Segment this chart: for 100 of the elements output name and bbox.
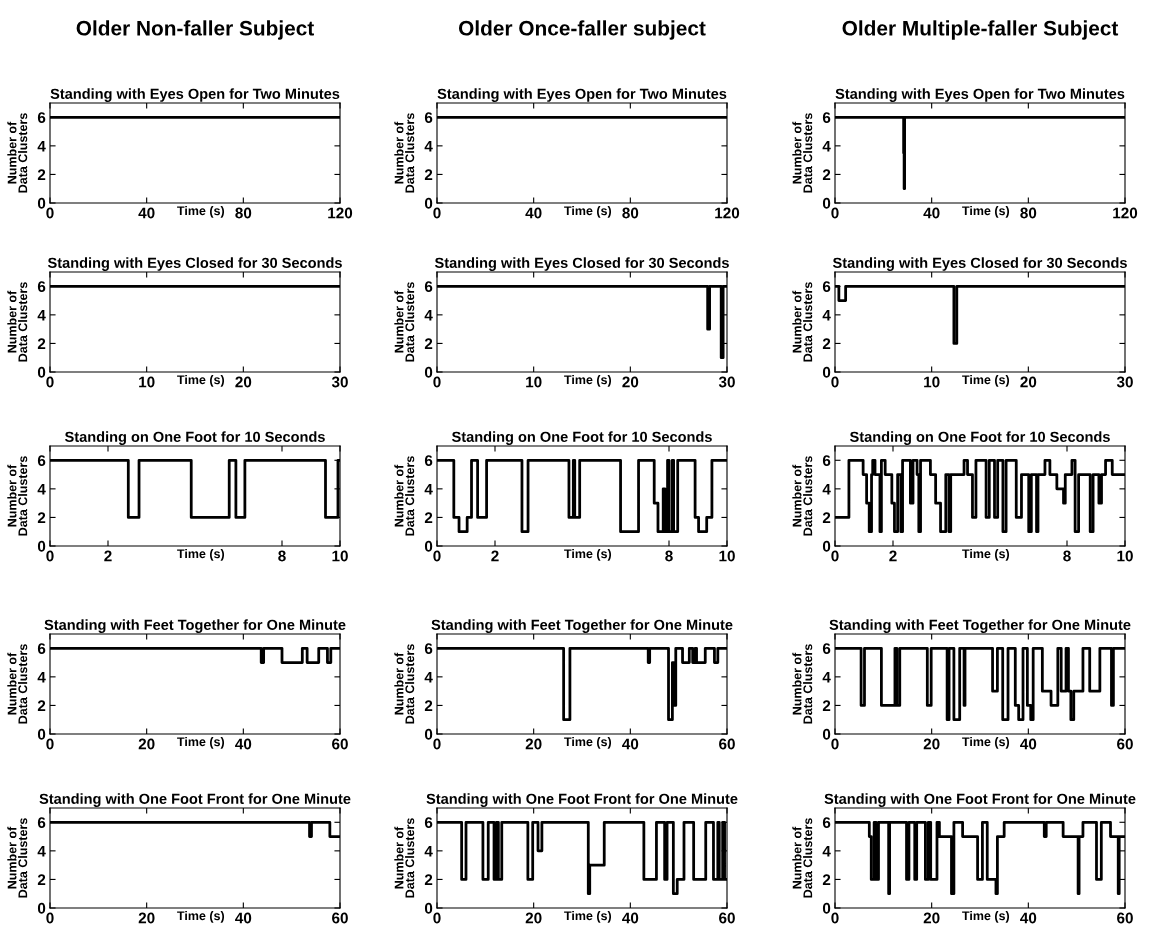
x-tick-label: 60 bbox=[719, 738, 735, 750]
y-tick-label: 0 bbox=[424, 728, 433, 740]
chart-title: Standing with Feet Together for One Minute bbox=[829, 619, 1131, 633]
x-tick-label: 10 bbox=[139, 376, 155, 388]
x-tick-label: 120 bbox=[715, 207, 740, 219]
x-tick-label: 60 bbox=[332, 738, 348, 750]
x-tick-label: 40 bbox=[1020, 912, 1037, 924]
y-tick-label: 4 bbox=[424, 483, 433, 495]
x-tick-label: 80 bbox=[622, 207, 639, 219]
x-tick-label: 20 bbox=[923, 912, 940, 924]
y-tick-label: 6 bbox=[822, 643, 831, 654]
y-tick-label: 2 bbox=[424, 512, 433, 523]
x-tick-label: 80 bbox=[1020, 207, 1037, 219]
x-tick-label: 2 bbox=[491, 550, 499, 562]
y-tick-label: 6 bbox=[424, 643, 433, 654]
y-tick-label: 4 bbox=[822, 140, 831, 152]
y-tick-label: 4 bbox=[822, 671, 831, 683]
x-tick-label: 10 bbox=[719, 550, 735, 562]
y-axis-title: Number of Data Clusters bbox=[394, 456, 415, 536]
chart-title: Standing on One Foot for 10 Seconds bbox=[64, 431, 325, 445]
x-axis-title: Time (s) bbox=[177, 911, 225, 923]
x-tick-label: 2 bbox=[104, 550, 112, 562]
x-tick-label: 40 bbox=[1020, 738, 1037, 750]
x-axis-title: Time (s) bbox=[564, 206, 612, 218]
y-axis-title: Number of Data Clusters bbox=[792, 818, 813, 898]
x-tick-label: 0 bbox=[46, 550, 54, 562]
y-tick-label: 6 bbox=[37, 281, 46, 292]
y-tick-label: 6 bbox=[424, 281, 433, 292]
x-tick-label: 20 bbox=[923, 738, 940, 750]
x-axis-title: Time (s) bbox=[962, 549, 1010, 561]
y-tick-label: 6 bbox=[822, 455, 831, 466]
x-tick-label: 60 bbox=[1117, 912, 1133, 924]
y-axis-title: Number of Data Clusters bbox=[7, 282, 28, 362]
y-tick-label: 4 bbox=[37, 140, 46, 152]
chart-title: Standing on One Foot for 10 Seconds bbox=[451, 431, 712, 445]
x-tick-label: 20 bbox=[138, 912, 155, 924]
y-tick-label: 6 bbox=[822, 817, 831, 828]
y-tick-label: 6 bbox=[424, 112, 433, 123]
x-tick-label: 80 bbox=[235, 207, 252, 219]
y-tick-label: 0 bbox=[37, 197, 46, 209]
x-tick-label: 0 bbox=[831, 376, 839, 388]
x-axis-title: Time (s) bbox=[564, 911, 612, 923]
x-tick-label: 0 bbox=[831, 912, 839, 924]
y-tick-label: 6 bbox=[822, 112, 831, 123]
y-axis-title: Number of Data Clusters bbox=[792, 456, 813, 536]
x-axis-title: Time (s) bbox=[962, 206, 1010, 218]
x-tick-label: 40 bbox=[622, 912, 639, 924]
chart-title: Standing with One Foot Front for One Minute bbox=[426, 793, 738, 807]
x-axis-title: Time (s) bbox=[962, 911, 1010, 923]
y-tick-label: 4 bbox=[822, 845, 831, 857]
y-tick-label: 0 bbox=[822, 197, 831, 209]
y-tick-label: 0 bbox=[37, 728, 46, 740]
y-axis-title: Number of Data Clusters bbox=[792, 113, 813, 193]
y-tick-label: 2 bbox=[424, 874, 433, 885]
x-tick-label: 20 bbox=[622, 376, 639, 388]
y-tick-label: 6 bbox=[424, 455, 433, 466]
x-tick-label: 0 bbox=[433, 207, 441, 219]
x-tick-label: 2 bbox=[889, 550, 897, 562]
y-axis-title: Number of Data Clusters bbox=[7, 113, 28, 193]
x-tick-label: 60 bbox=[332, 912, 348, 924]
y-tick-label: 2 bbox=[822, 169, 831, 180]
x-tick-label: 8 bbox=[1063, 550, 1071, 562]
y-tick-label: 0 bbox=[822, 902, 831, 914]
y-tick-label: 2 bbox=[822, 512, 831, 523]
x-tick-label: 20 bbox=[1020, 376, 1037, 388]
x-axis-title: Time (s) bbox=[564, 375, 612, 387]
x-tick-label: 10 bbox=[924, 376, 940, 388]
chart-subtitle: Older Non-faller Subject bbox=[76, 20, 314, 40]
x-tick-label: 0 bbox=[831, 207, 839, 219]
x-axis-title: Time (s) bbox=[564, 549, 612, 561]
x-tick-label: 20 bbox=[138, 738, 155, 750]
y-tick-label: 4 bbox=[424, 140, 433, 152]
y-tick-label: 2 bbox=[424, 338, 433, 349]
x-tick-label: 10 bbox=[1117, 550, 1133, 562]
y-tick-label: 2 bbox=[37, 169, 46, 180]
y-tick-label: 0 bbox=[37, 366, 46, 378]
y-axis-title: Number of Data Clusters bbox=[394, 113, 415, 193]
chart-title: Standing with Eyes Closed for 30 Seconds bbox=[47, 257, 342, 271]
y-tick-label: 2 bbox=[37, 874, 46, 885]
y-tick-label: 6 bbox=[37, 817, 46, 828]
chart-title: Standing with Eyes Closed for 30 Seconds bbox=[434, 257, 729, 271]
y-tick-label: 2 bbox=[424, 169, 433, 180]
x-axis-title: Time (s) bbox=[177, 737, 225, 749]
y-tick-label: 0 bbox=[822, 366, 831, 378]
y-tick-label: 4 bbox=[424, 845, 433, 857]
y-tick-label: 0 bbox=[37, 902, 46, 914]
x-axis-title: Time (s) bbox=[962, 737, 1010, 749]
y-tick-label: 4 bbox=[424, 309, 433, 321]
y-tick-label: 0 bbox=[424, 197, 433, 209]
y-tick-label: 2 bbox=[822, 700, 831, 711]
chart-title: Standing with Feet Together for One Minute bbox=[44, 619, 346, 633]
y-tick-label: 2 bbox=[424, 700, 433, 711]
chart-subtitle: Older Once-faller subject bbox=[458, 20, 706, 40]
chart-subtitle: Older Multiple-faller Subject bbox=[842, 20, 1119, 40]
y-tick-label: 6 bbox=[37, 455, 46, 466]
x-tick-label: 30 bbox=[1116, 376, 1133, 388]
x-tick-label: 10 bbox=[332, 550, 348, 562]
y-tick-label: 0 bbox=[424, 540, 433, 552]
x-tick-label: 8 bbox=[665, 550, 673, 562]
x-axis-title: Time (s) bbox=[177, 206, 225, 218]
